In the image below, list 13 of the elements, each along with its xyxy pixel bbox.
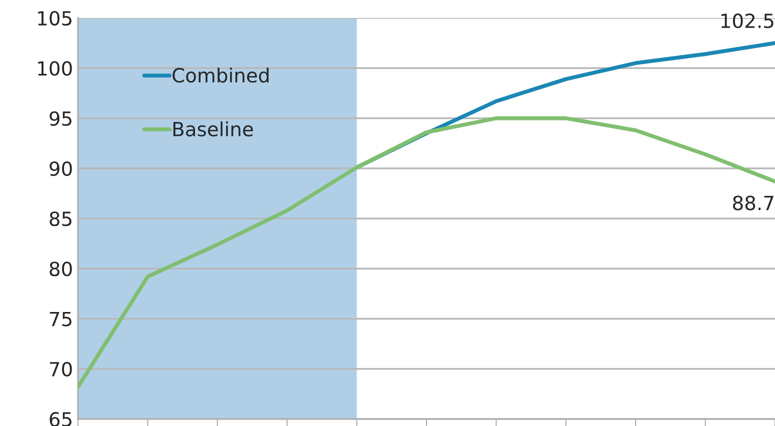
data-label: 88.7 <box>733 196 774 210</box>
y-tick-label: 90 <box>50 161 72 176</box>
y-tick-label: 70 <box>50 362 72 377</box>
y-tick-label: 100 <box>38 61 72 76</box>
legend-label: Baseline <box>173 121 253 136</box>
line-series <box>78 116 775 389</box>
data-label: 102.5 <box>721 13 774 28</box>
y-tick-label: 75 <box>50 312 72 326</box>
y-tick-label: 85 <box>50 211 72 226</box>
legend-label: Combined <box>172 68 269 83</box>
y-tick-label: 95 <box>50 111 72 126</box>
y-tick-label: 105 <box>38 10 72 26</box>
y-tick-label: 80 <box>50 262 72 276</box>
